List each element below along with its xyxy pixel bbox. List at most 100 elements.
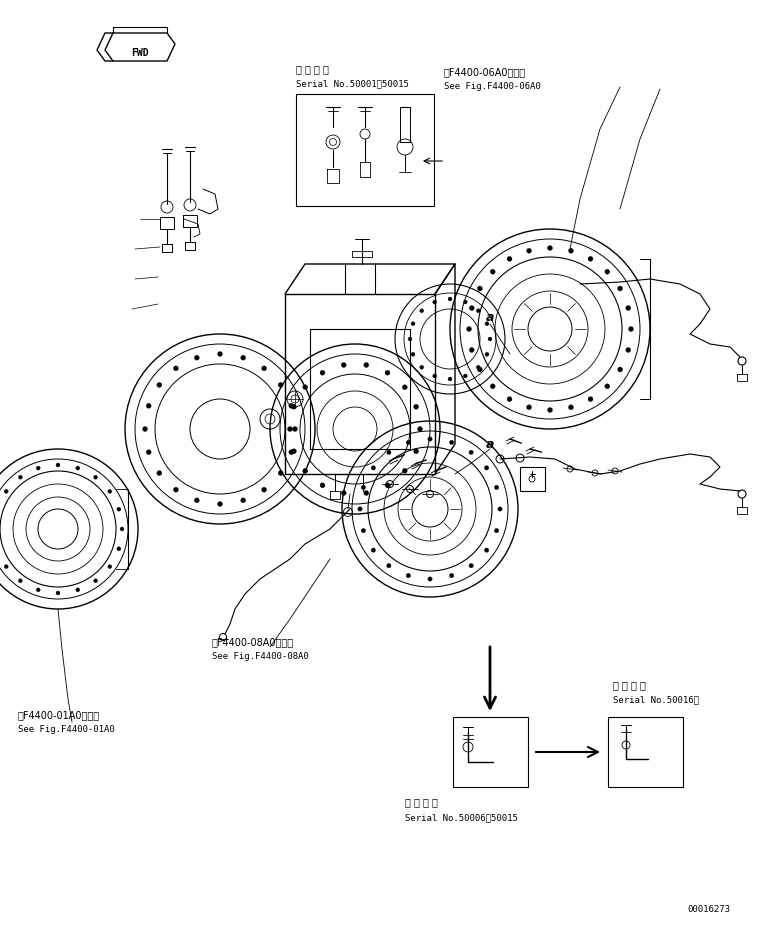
Circle shape <box>289 404 294 409</box>
Text: 第F4400-08A0図参照: 第F4400-08A0図参照 <box>212 636 294 646</box>
Circle shape <box>618 286 622 292</box>
Circle shape <box>448 298 452 301</box>
Circle shape <box>628 327 634 332</box>
Circle shape <box>406 440 411 445</box>
Text: a: a <box>486 438 494 451</box>
Circle shape <box>406 574 411 578</box>
Circle shape <box>618 368 622 373</box>
Circle shape <box>476 366 481 370</box>
Circle shape <box>358 507 362 512</box>
Circle shape <box>157 471 161 476</box>
Circle shape <box>463 300 468 305</box>
Circle shape <box>5 565 8 569</box>
Circle shape <box>262 488 267 492</box>
Circle shape <box>507 257 512 262</box>
Circle shape <box>414 405 418 410</box>
Circle shape <box>362 486 365 490</box>
Text: FWD: FWD <box>131 48 149 57</box>
Circle shape <box>605 270 609 275</box>
Circle shape <box>76 589 80 592</box>
Circle shape <box>568 249 574 254</box>
Circle shape <box>302 386 308 390</box>
Circle shape <box>547 408 553 413</box>
Text: 適 用 号 機: 適 用 号 機 <box>613 679 646 690</box>
Circle shape <box>433 375 437 378</box>
Circle shape <box>414 450 418 454</box>
Circle shape <box>385 371 390 375</box>
Circle shape <box>387 564 391 568</box>
Circle shape <box>56 464 60 467</box>
Circle shape <box>218 502 223 507</box>
Circle shape <box>402 386 407 390</box>
Bar <box>296 95 434 207</box>
Circle shape <box>385 483 390 489</box>
Bar <box>453 717 528 787</box>
Circle shape <box>420 310 424 313</box>
Circle shape <box>490 270 495 275</box>
Circle shape <box>278 471 283 476</box>
Circle shape <box>320 371 325 375</box>
Circle shape <box>117 547 121 552</box>
Circle shape <box>371 549 375 552</box>
Circle shape <box>194 356 199 361</box>
Circle shape <box>527 405 531 411</box>
Circle shape <box>241 356 246 361</box>
Circle shape <box>278 383 283 388</box>
Circle shape <box>18 579 23 583</box>
Circle shape <box>174 488 178 492</box>
Circle shape <box>76 466 80 471</box>
Text: 第F4400-01A0図参照: 第F4400-01A0図参照 <box>18 709 100 719</box>
Text: 適 用 号 機: 適 用 号 機 <box>296 64 329 74</box>
Text: See Fig.F4400-06A0: See Fig.F4400-06A0 <box>444 82 540 91</box>
Circle shape <box>469 451 473 455</box>
Circle shape <box>36 466 40 471</box>
Circle shape <box>341 363 346 368</box>
Circle shape <box>428 438 432 442</box>
Circle shape <box>241 499 246 503</box>
Circle shape <box>94 476 98 479</box>
Circle shape <box>289 451 294 455</box>
Circle shape <box>478 368 482 373</box>
Circle shape <box>476 310 481 313</box>
Circle shape <box>408 337 412 342</box>
Circle shape <box>449 574 454 578</box>
Circle shape <box>108 489 111 494</box>
Circle shape <box>469 306 475 311</box>
Circle shape <box>588 398 593 402</box>
Circle shape <box>364 363 369 368</box>
Circle shape <box>485 323 489 326</box>
Circle shape <box>402 469 407 474</box>
Circle shape <box>194 499 199 503</box>
Circle shape <box>108 565 111 569</box>
Circle shape <box>371 466 375 471</box>
Circle shape <box>94 579 98 583</box>
Text: See Fig.F4400-08A0: See Fig.F4400-08A0 <box>212 652 309 660</box>
Text: a: a <box>486 311 494 324</box>
Circle shape <box>448 377 452 382</box>
Circle shape <box>174 366 178 372</box>
Bar <box>608 717 683 787</box>
Circle shape <box>341 491 346 496</box>
Circle shape <box>507 398 512 402</box>
Text: 第F4400-06A0図参照: 第F4400-06A0図参照 <box>444 67 526 77</box>
Circle shape <box>362 529 365 533</box>
Circle shape <box>547 247 553 251</box>
Circle shape <box>498 507 503 512</box>
Circle shape <box>488 337 492 342</box>
Circle shape <box>291 405 296 410</box>
Text: Serial No.50006～50015: Serial No.50006～50015 <box>405 812 518 821</box>
Circle shape <box>146 451 151 455</box>
Circle shape <box>433 300 437 305</box>
Circle shape <box>387 451 391 455</box>
Circle shape <box>484 549 489 552</box>
Circle shape <box>302 469 308 474</box>
Circle shape <box>485 353 489 357</box>
Text: See Fig.F4400-01A0: See Fig.F4400-01A0 <box>18 724 114 733</box>
Text: Serial No.50016～: Serial No.50016～ <box>613 694 699 704</box>
Circle shape <box>411 353 415 357</box>
Circle shape <box>420 366 424 370</box>
Circle shape <box>143 427 148 432</box>
Circle shape <box>291 450 296 454</box>
Circle shape <box>120 527 124 531</box>
Circle shape <box>626 349 631 353</box>
